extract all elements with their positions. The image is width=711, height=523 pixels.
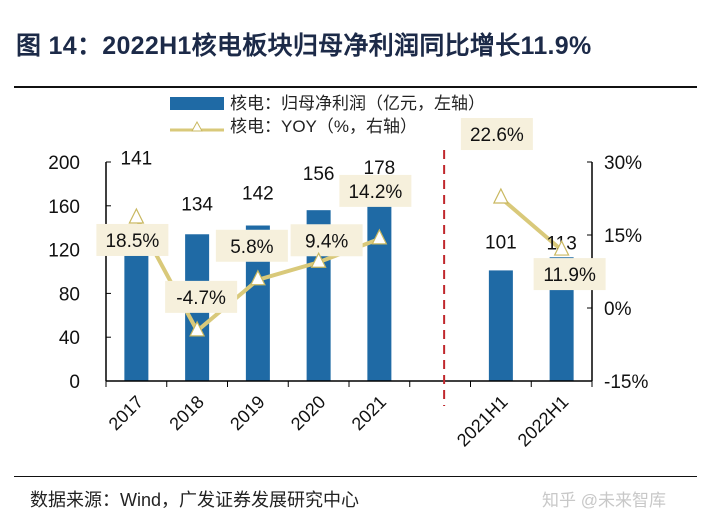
left-tick-label: 160 xyxy=(48,197,80,218)
left-tick-label: 120 xyxy=(48,241,80,262)
source-note: 数据来源：Wind，广发证券发展研究中心 xyxy=(30,490,360,510)
yoy-marker-triangle xyxy=(249,269,266,286)
x-tick-label: 2020 xyxy=(287,392,329,434)
yoy-value-label: -4.7% xyxy=(176,288,226,309)
yoy-label-box xyxy=(96,223,169,256)
bar-value-label: 134 xyxy=(181,194,213,215)
right-tick-label: -15% xyxy=(604,372,648,393)
legend-item-profit: 核电：归母净利润（亿元，左轴） xyxy=(170,92,485,115)
yoy-value-label: 22.6% xyxy=(470,125,524,146)
yoy-value-label: 18.5% xyxy=(105,231,159,252)
legend: 核电：归母净利润（亿元，左轴） 核电：YOY（%，右轴） xyxy=(170,92,485,138)
right-tick-label: 15% xyxy=(604,226,642,247)
bar-2021H1 xyxy=(488,270,513,381)
x-tick-label: 2022H1 xyxy=(514,392,573,451)
yoy-marker-triangle xyxy=(189,320,206,337)
x-tick-label: 2021H1 xyxy=(453,392,512,451)
yoy-marker-triangle xyxy=(492,187,509,204)
yoy-label-box xyxy=(339,174,412,207)
left-tick-label: 80 xyxy=(59,284,80,305)
legend-item-yoy: 核电：YOY（%，右轴） xyxy=(170,115,485,138)
title-divider xyxy=(14,86,697,88)
bar-value-label: 101 xyxy=(485,232,517,253)
yoy-label-box xyxy=(215,229,288,262)
footer-divider xyxy=(14,476,697,477)
bar-value-label: 156 xyxy=(303,164,335,185)
yoy-marker-triangle xyxy=(371,228,388,245)
bar-2021 xyxy=(367,186,392,381)
yoy-value-label: 11.9% xyxy=(543,265,596,286)
yoy-value-label: 14.2% xyxy=(348,182,402,203)
left-tick-label: 0 xyxy=(69,372,80,393)
right-tick-label: 30% xyxy=(604,153,642,174)
right-tick-label: 0% xyxy=(604,299,632,320)
watermark: 知乎 @未来智库 xyxy=(542,491,666,510)
left-tick-label: 40 xyxy=(59,328,80,349)
legend-bar-swatch xyxy=(170,97,224,110)
left-tick-label: 200 xyxy=(48,153,80,174)
x-tick-label: 2018 xyxy=(165,392,207,434)
legend-label-yoy: 核电：YOY（%，右轴） xyxy=(230,117,418,136)
yoy-label-box xyxy=(460,118,533,151)
yoy-label-box xyxy=(290,224,363,257)
legend-label-profit: 核电：归母净利润（亿元，左轴） xyxy=(230,94,485,113)
bar-value-label: 178 xyxy=(364,158,396,179)
figure-title: 图 14：2022H1核电板块归母净利润同比增长11.9% xyxy=(16,32,592,60)
yoy-label-box xyxy=(165,280,238,313)
bar-value-label: 141 xyxy=(121,149,153,170)
yoy-line xyxy=(499,196,563,252)
x-tick-label: 2021 xyxy=(348,392,390,434)
yoy-value-label: 5.8% xyxy=(230,237,273,258)
bar-value-label: 142 xyxy=(242,184,274,205)
yoy-marker-triangle xyxy=(553,239,570,256)
x-tick-label: 2019 xyxy=(226,392,268,434)
yoy-marker-triangle xyxy=(128,207,145,224)
yoy-value-label: 9.4% xyxy=(305,231,348,252)
x-tick-label: 2017 xyxy=(105,392,147,434)
legend-line-triangle-icon xyxy=(170,120,224,131)
yoy-marker-triangle xyxy=(310,251,327,268)
yoy-label-box xyxy=(533,258,606,291)
